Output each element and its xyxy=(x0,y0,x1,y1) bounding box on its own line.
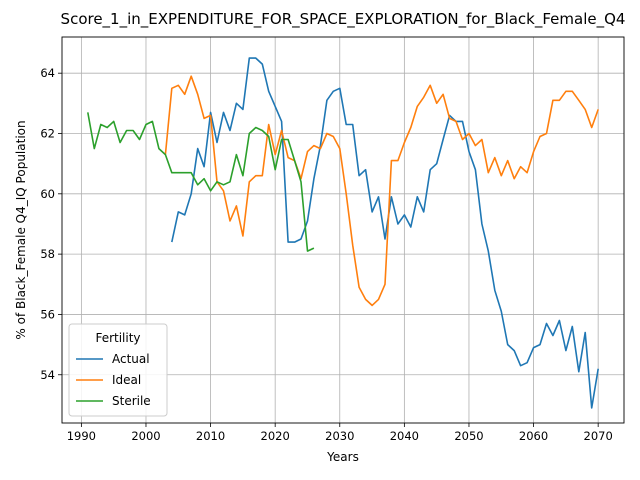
x-tick-label: 2010 xyxy=(196,429,225,443)
y-axis-label: % of Black_Female Q4_IQ Population xyxy=(14,120,28,339)
grid xyxy=(62,37,624,423)
chart-title: Score_1_in_EXPENDITURE_FOR_SPACE_EXPLORA… xyxy=(61,10,626,29)
x-axis-label: Years xyxy=(326,450,359,464)
x-tick-label: 1990 xyxy=(67,429,96,443)
y-tick-label: 64 xyxy=(40,66,55,80)
y-tick-label: 62 xyxy=(40,127,55,141)
legend-title: Fertility xyxy=(95,331,140,345)
y-tick-label: 56 xyxy=(40,307,55,321)
legend-label-sterile: Sterile xyxy=(112,394,151,408)
legend-box xyxy=(68,323,168,417)
x-tick-label: 2000 xyxy=(131,429,160,443)
legend-label-ideal: Ideal xyxy=(112,373,141,387)
y-tick-label: 58 xyxy=(40,247,55,261)
series-line-actual xyxy=(171,57,599,409)
x-tick-label: 2050 xyxy=(454,429,483,443)
legend: Fertility Actual Ideal Sterile xyxy=(68,323,168,417)
y-tick-label: 54 xyxy=(40,368,55,382)
ticks: 1990 2000 2010 2020 2030 2040 2050 2060 2070 54 56… xyxy=(40,66,612,443)
series-line-ideal xyxy=(164,75,599,307)
y-tick-label: 60 xyxy=(40,187,55,201)
plot-frame xyxy=(61,36,625,424)
x-tick-label: 2030 xyxy=(325,429,354,443)
series-layer xyxy=(87,57,599,409)
legend-label-actual: Actual xyxy=(112,352,150,366)
x-tick-label: 2020 xyxy=(261,429,290,443)
x-tick-label: 2070 xyxy=(584,429,613,443)
series-line-sterile xyxy=(87,112,315,252)
x-tick-label: 2040 xyxy=(390,429,419,443)
x-tick-label: 2060 xyxy=(519,429,548,443)
legend-items: Actual Ideal Sterile xyxy=(76,352,151,408)
